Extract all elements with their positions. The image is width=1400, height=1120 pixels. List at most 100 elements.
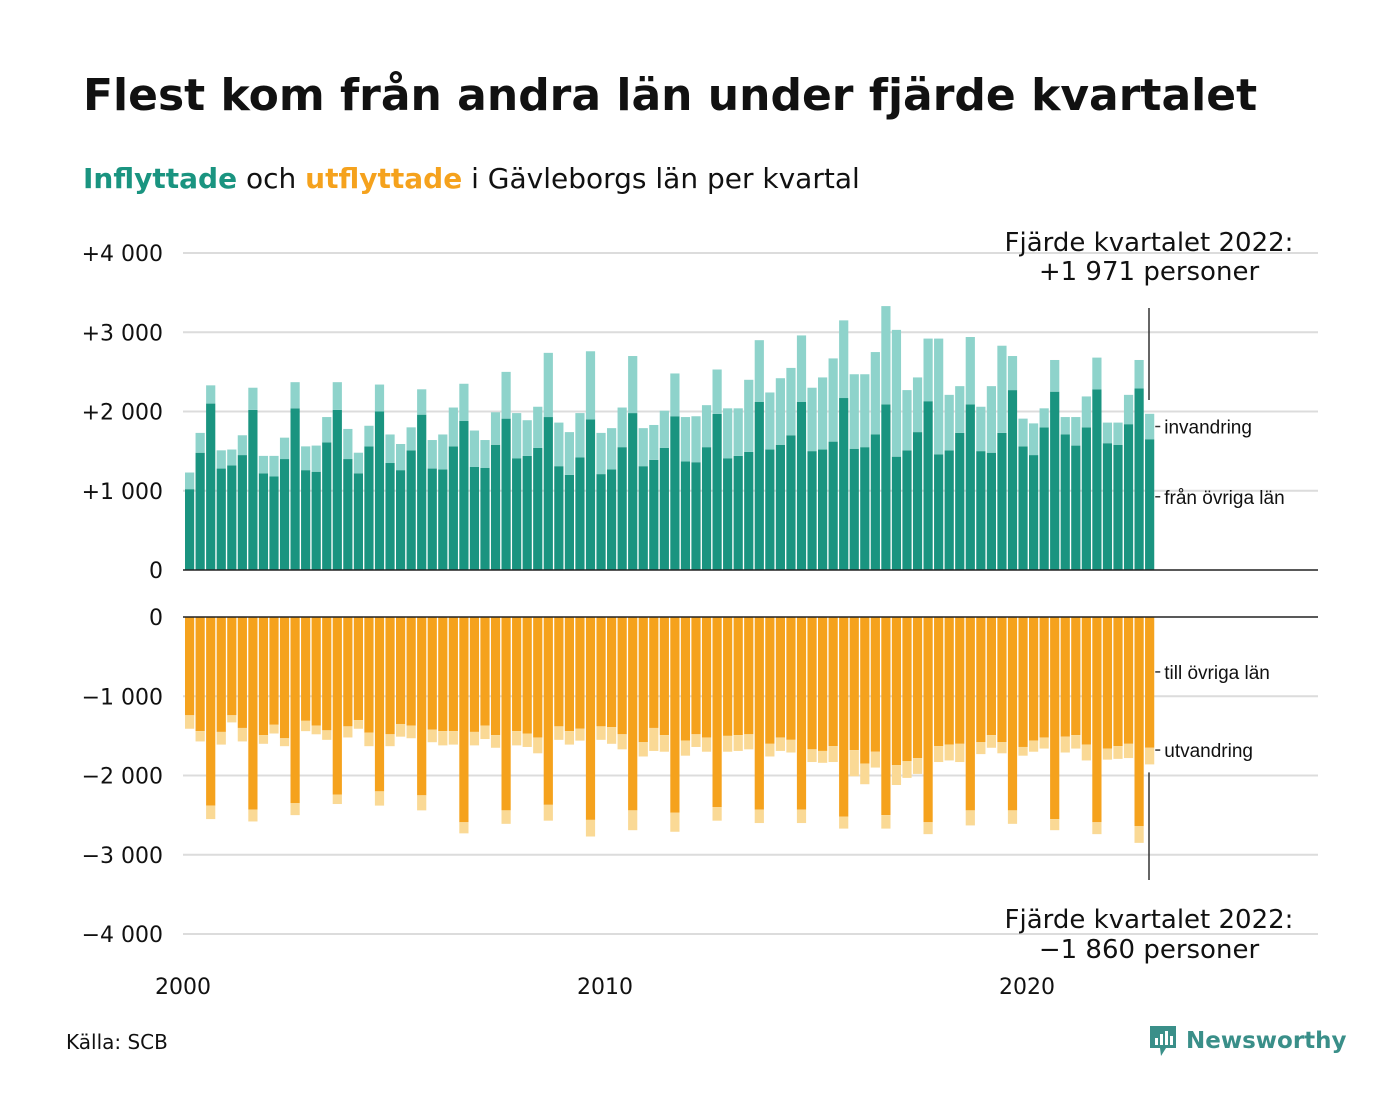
bar-immigration xyxy=(765,392,775,450)
bar-out-to-other-counties xyxy=(923,617,933,823)
bar-immigration xyxy=(1071,417,1081,446)
bar-immigration xyxy=(680,417,691,462)
bar-immigration xyxy=(839,320,849,399)
bar-emigration xyxy=(364,732,374,747)
bar-out-to-other-counties xyxy=(575,617,585,729)
bar-immigration xyxy=(891,329,902,457)
bar-in-from-other-counties xyxy=(649,459,659,570)
bar-in-from-other-counties xyxy=(185,489,195,570)
bar-in-from-other-counties xyxy=(459,421,469,570)
bar-emigration xyxy=(849,750,859,777)
annotation-top-line1: Fjärde kvartalet 2022: xyxy=(1005,228,1294,258)
bar-immigration xyxy=(269,455,279,477)
bar-emigration xyxy=(628,810,638,831)
bar-emigration xyxy=(1018,746,1028,756)
bar-immigration xyxy=(1039,408,1049,428)
bar-out-to-other-counties xyxy=(754,617,764,810)
bar-emigration xyxy=(512,731,522,746)
bar-out-to-other-counties xyxy=(1123,617,1134,744)
bar-in-from-other-counties xyxy=(912,432,923,570)
bar-out-to-other-counties xyxy=(269,617,279,725)
bar-in-from-other-counties xyxy=(849,448,859,570)
annotation-top-line2: +1 971 personer xyxy=(1039,257,1260,287)
bar-emigration xyxy=(997,742,1007,754)
bar-emigration xyxy=(469,731,480,746)
bar-in-from-other-counties xyxy=(385,463,395,570)
bar-in-from-other-counties xyxy=(923,401,933,570)
bar-in-from-other-counties xyxy=(986,452,996,570)
annotation-bottom-line2: −1 860 personer xyxy=(1039,935,1260,965)
bar-emigration xyxy=(1071,735,1081,749)
bar-immigration xyxy=(997,345,1007,433)
bar-immigration xyxy=(818,377,828,450)
bar-emigration xyxy=(649,727,659,751)
bar-out-to-other-counties xyxy=(290,617,300,804)
bar-out-to-other-counties xyxy=(659,617,669,736)
bar-out-to-other-counties xyxy=(986,617,996,736)
bar-out-to-other-counties xyxy=(501,617,511,811)
bar-immigration xyxy=(227,449,237,466)
bar-immigration xyxy=(311,445,321,472)
bar-in-from-other-counties xyxy=(607,469,617,570)
bar-out-to-other-counties xyxy=(248,617,258,810)
bar-emigration xyxy=(1029,740,1039,752)
bar-immigration xyxy=(775,378,785,445)
bar-emigration xyxy=(1081,744,1091,761)
series-label-from-other-counties: från övriga län xyxy=(1164,488,1284,509)
bar-emigration xyxy=(944,744,954,761)
bar-in-from-other-counties xyxy=(279,459,290,570)
bar-in-from-other-counties xyxy=(944,450,954,570)
bar-emigration xyxy=(195,731,205,742)
bar-out-to-other-counties xyxy=(1145,617,1155,748)
bar-in-from-other-counties xyxy=(1039,427,1049,570)
bar-out-to-other-counties xyxy=(1029,617,1039,741)
bar-in-from-other-counties xyxy=(564,474,574,570)
bar-immigration xyxy=(406,427,416,451)
y-tick-label-upper: 0 xyxy=(149,559,163,584)
bar-out-to-other-counties xyxy=(617,617,627,735)
bar-out-to-other-counties xyxy=(353,617,363,721)
bar-emigration xyxy=(290,803,300,816)
bar-immigration xyxy=(533,406,543,448)
bar-immigration xyxy=(290,382,300,409)
bar-out-to-other-counties xyxy=(417,617,427,796)
bar-out-to-other-counties xyxy=(1050,617,1060,820)
bar-out-to-other-counties xyxy=(775,617,785,738)
grid-layer xyxy=(183,252,1318,935)
bar-emigration xyxy=(965,810,975,826)
bar-in-from-other-counties xyxy=(427,468,437,570)
bar-immigration xyxy=(923,338,933,402)
bar-out-to-other-counties xyxy=(227,617,237,716)
bar-immigration xyxy=(828,358,838,442)
bar-out-to-other-counties xyxy=(332,617,342,795)
bar-out-to-other-counties xyxy=(701,617,712,738)
bar-emigration xyxy=(955,743,965,763)
bar-in-from-other-counties xyxy=(775,444,785,570)
bar-emigration xyxy=(860,763,870,785)
bar-out-to-other-counties xyxy=(522,617,532,734)
bar-out-to-other-counties xyxy=(364,617,374,733)
bar-emigration xyxy=(659,735,669,752)
bar-in-from-other-counties xyxy=(301,470,311,570)
bar-out-to-other-counties xyxy=(902,617,912,762)
bar-out-to-other-counties xyxy=(1092,617,1102,823)
bar-immigration xyxy=(1018,418,1028,447)
series-label-emigration: utvandring xyxy=(1164,741,1253,762)
bar-in-from-other-counties xyxy=(818,449,828,570)
bar-out-to-other-counties xyxy=(934,617,944,747)
bar-emigration xyxy=(396,723,406,737)
bar-immigration xyxy=(1134,359,1144,389)
bar-in-from-other-counties xyxy=(438,469,448,570)
bar-out-to-other-counties xyxy=(279,617,290,739)
bar-in-from-other-counties xyxy=(206,403,216,570)
bar-emigration xyxy=(1007,810,1018,824)
bar-in-from-other-counties xyxy=(216,468,226,570)
bar-emigration xyxy=(248,809,258,822)
bar-emigration xyxy=(596,726,606,740)
bar-immigration xyxy=(733,408,743,456)
bar-emigration xyxy=(891,765,902,786)
y-tick-label-lower: −3 000 xyxy=(82,844,163,869)
bar-in-from-other-counties xyxy=(691,462,701,570)
bar-immigration xyxy=(427,440,437,469)
bar-immigration xyxy=(554,422,564,467)
